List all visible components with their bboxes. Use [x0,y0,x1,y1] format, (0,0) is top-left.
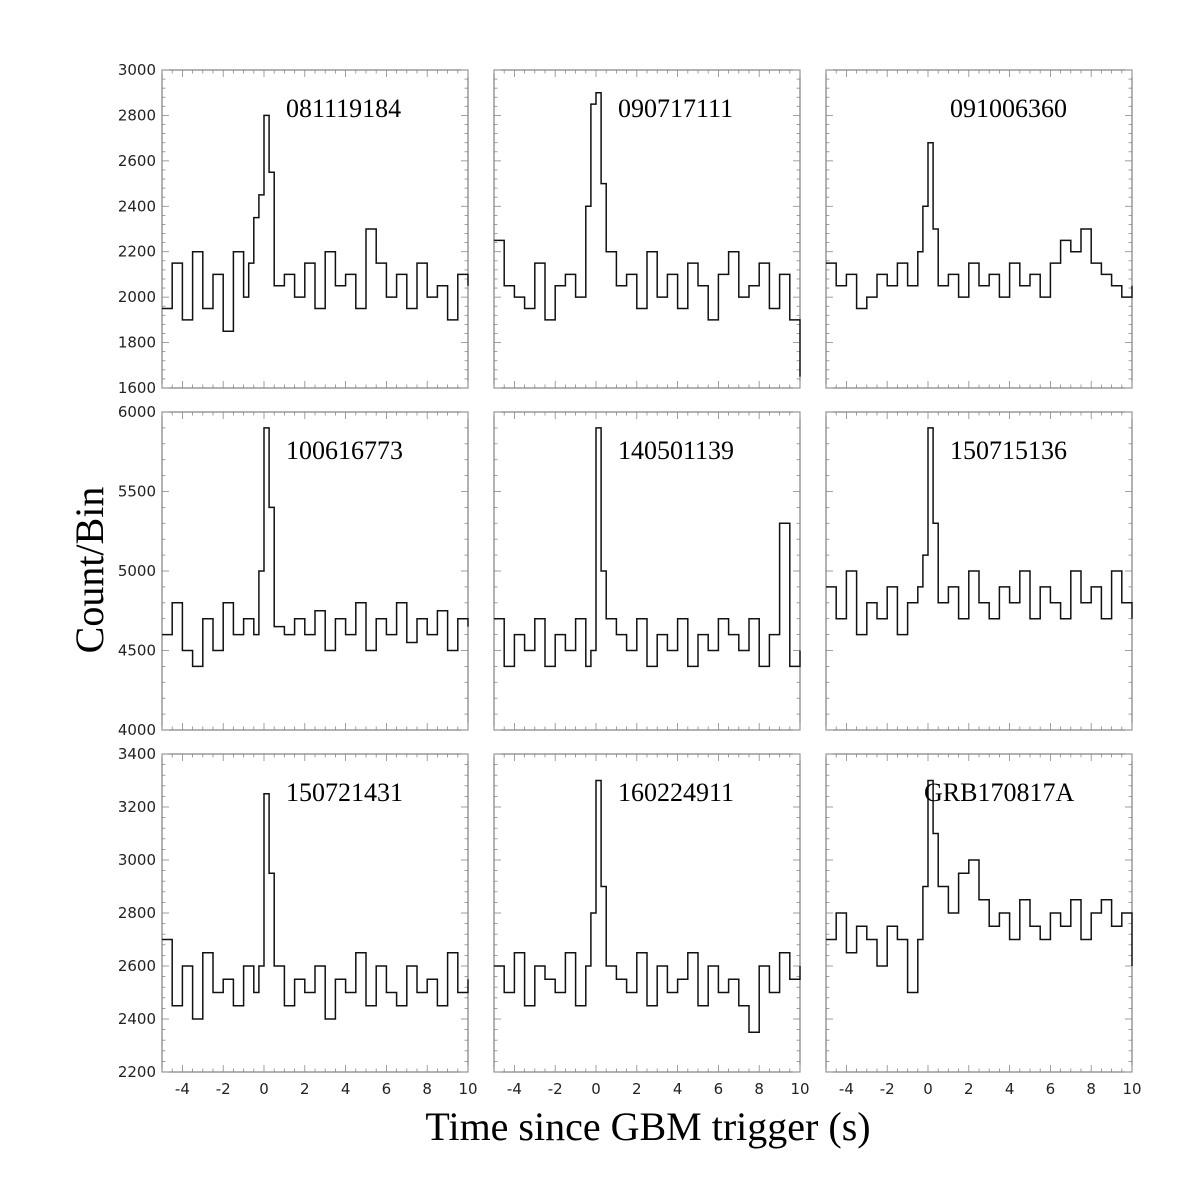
x-tick-label: -4 [507,1080,522,1098]
y-tick-label: 2600 [118,152,156,170]
y-tick-label: 3000 [118,851,156,869]
light-curve-series [494,779,801,1034]
y-axis-title: Count/Bin [67,487,112,654]
x-tick-label: 10 [790,1080,809,1098]
x-tick-label: -2 [216,1080,231,1098]
panel-title: 160224911 [618,778,734,807]
x-tick-label: 6 [1046,1080,1056,1098]
light-curve-series [162,114,469,332]
x-tick-label: 2 [964,1080,974,1098]
x-tick-label: 2 [300,1080,310,1098]
panel-title: 091006360 [950,94,1067,123]
x-tick-label: -2 [548,1080,563,1098]
chart-panel: 1600 1800 2000 2200 2400 2600 2800 3000 08111918… [118,61,469,397]
y-tick-label: 2800 [118,106,156,124]
plot-frame [161,69,469,389]
y-tick-label: 5500 [118,483,156,501]
x-tick-label: 6 [714,1080,724,1098]
panel-title: 100616773 [286,436,403,465]
x-tick-label: 6 [382,1080,392,1098]
y-tick-label: 2600 [118,957,156,975]
y-tick-label: 5000 [118,562,156,580]
y-tick-label: 2800 [118,904,156,922]
panel-title: GRB170817A [924,778,1074,807]
panel-title: 081119184 [286,94,401,123]
plot-frame [161,753,469,1073]
y-tick-label: 1800 [118,334,156,352]
y-tick-label: 4000 [118,721,156,739]
y-tick-label: 3400 [118,745,156,763]
light-curve-series [826,427,1133,636]
panel-title: 150721431 [286,778,403,807]
panel-title: 090717111 [618,94,733,123]
chart-panel: 150715136 [825,411,1133,731]
x-tick-label: 10 [458,1080,477,1098]
x-tick-label: 10 [1122,1080,1141,1098]
y-tick-label: 2000 [118,288,156,306]
light-curve-series [494,91,801,377]
x-tick-label: 8 [422,1080,432,1098]
x-tick-label: 0 [259,1080,269,1098]
y-tick-label: 4500 [118,642,156,660]
y-tick-label: 2400 [118,197,156,215]
x-axis-title: Time since GBM trigger (s) [425,1104,870,1149]
light-curve-series [162,427,469,668]
chart-panel: 140501139 [493,411,801,731]
panel-title: 150715136 [950,436,1067,465]
plot-frame [493,411,801,731]
chart-panel: -4 -2 0 2 4 6 8 10 160224911 [493,753,810,1098]
panel-title: 140501139 [618,436,734,465]
x-tick-label: 4 [341,1080,351,1098]
x-tick-label: 4 [1005,1080,1015,1098]
light-curve-series [826,779,1133,994]
chart-panel: 4000 4500 5000 5500 6000 100616773 [118,403,469,739]
x-tick-label: 8 [1086,1080,1096,1098]
x-tick-label: 0 [591,1080,601,1098]
x-tick-label: 4 [673,1080,683,1098]
x-tick-label: 8 [754,1080,764,1098]
chart-panel: -4 -2 0 2 4 6 8 10 GRB170817A [825,753,1142,1098]
x-tick-label: 0 [923,1080,933,1098]
y-tick-label: 2200 [118,243,156,261]
y-tick-label: 2200 [118,1063,156,1081]
x-tick-label: 2 [632,1080,642,1098]
chart-panel: 2200 2400 2600 2800 3000 3200 3400 -4 -2 0 2 4 6 8 10 1… [118,745,478,1098]
light-curve-series [826,141,1133,310]
chart-panel: 091006360 [825,69,1133,389]
y-tick-label: 3000 [118,61,156,79]
x-tick-label: -4 [175,1080,190,1098]
light-curve-series [162,793,469,1020]
plot-frame [161,411,469,731]
light-curve-series [494,427,801,668]
y-tick-label: 3200 [118,798,156,816]
x-tick-label: -4 [839,1080,854,1098]
y-tick-label: 1600 [118,379,156,397]
x-tick-label: -2 [880,1080,895,1098]
y-tick-label: 2400 [118,1010,156,1028]
chart-panel: 090717111 [493,69,801,389]
y-tick-label: 6000 [118,403,156,421]
